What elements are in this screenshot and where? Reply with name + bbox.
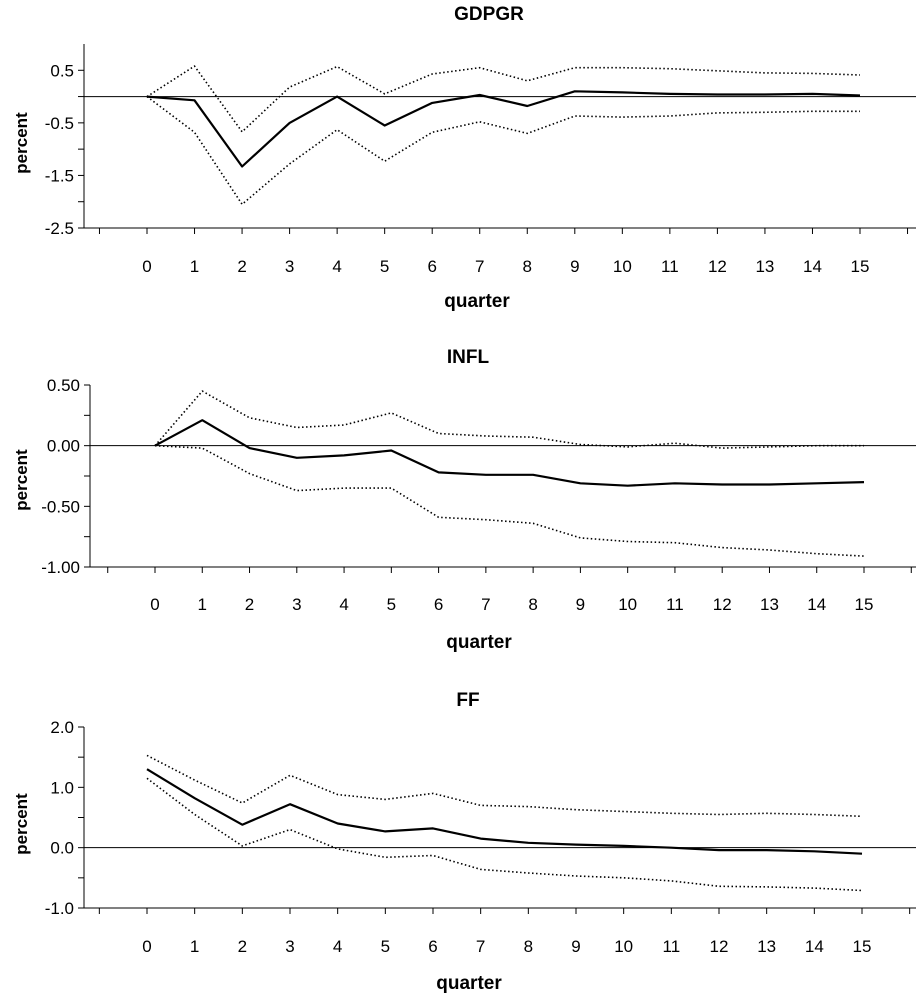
infl-x-tick-label: 4	[339, 595, 348, 614]
gdpgr-x-tick-label: 12	[708, 257, 727, 276]
ff-y-tick-label: 0.0	[50, 839, 74, 858]
gdpgr-chart-title: GDPGR	[454, 4, 524, 25]
gdpgr-x-tick-label: 6	[427, 257, 436, 276]
gdpgr-y-tick-label: 0.5	[50, 61, 74, 80]
infl-panel: INFL percent quarter 0.50 0.00 -0.50 -1.00 0…	[12, 347, 916, 653]
ff-x-axis-label: quarter	[436, 973, 502, 994]
infl-x-tick-label: 14	[807, 595, 826, 614]
ff-plot-area: 2.01.00.0-1.00 1 2 3 4 5 6 7 8 9 10 11 12 13 14 15	[45, 718, 916, 956]
ff-y-tick-label: -1.0	[45, 899, 74, 918]
infl-x-tick-label: 5	[387, 595, 396, 614]
infl-x-axis-label: quarter	[446, 632, 512, 653]
gdpgr-x-tick-label: 2	[237, 257, 246, 276]
gdpgr-y-tick-label: -1.5	[45, 166, 74, 185]
ff-x-tick-label: 6	[428, 937, 437, 956]
infl-y-tick-label: 0.50	[47, 376, 80, 395]
ff-x-tick-label: 5	[381, 937, 390, 956]
ff-x-tick-label: 13	[757, 937, 776, 956]
infl-x-tick-label: 10	[618, 595, 637, 614]
ff-x-tick-label: 9	[571, 937, 580, 956]
gdpgr-x-tick-label: 8	[523, 257, 532, 276]
ff-x-tick-label: 10	[614, 937, 633, 956]
ff-x-tick-label: 14	[805, 937, 824, 956]
gdpgr-y-tick-label: -2.5	[45, 219, 74, 238]
ff-x-tick-label: 7	[476, 937, 485, 956]
ff-x-tick-label: 12	[710, 937, 729, 956]
gdpgr-response-line	[146, 90, 861, 168]
infl-y-tick-label: -0.50	[41, 497, 80, 516]
ff-x-tick-label: 2	[238, 937, 247, 956]
gdpgr-x-tick-label: 7	[475, 257, 484, 276]
gdpgr-confidence-band-line-2	[146, 95, 860, 206]
gdpgr-x-tick-label: 9	[570, 257, 579, 276]
ff-y-tick-label: 2.0	[50, 718, 74, 737]
ff-x-tick-label: 0	[142, 937, 151, 956]
ff-panel: FF percent quarter 2.01.00.0-1.00 1 2 3 4 5 6 7…	[12, 690, 916, 994]
infl-x-tick-label: 0	[150, 595, 159, 614]
gdpgr-x-axis-label: quarter	[444, 291, 510, 312]
gdpgr-y-axis-label: percent	[12, 112, 31, 174]
ff-x-tick-label: 11	[663, 937, 681, 956]
ff-y-axis-label: percent	[12, 793, 31, 855]
infl-confidence-band-line-1	[154, 390, 864, 449]
ff-confidence-band-line-2	[146, 777, 863, 892]
infl-x-tick-label: 7	[481, 595, 490, 614]
infl-x-tick-label: 6	[434, 595, 443, 614]
gdpgr-confidence-band-line-1	[146, 65, 861, 133]
infl-x-tick-label: 15	[855, 595, 874, 614]
gdpgr-x-tick-label: 13	[755, 257, 774, 276]
ff-x-tick-label: 4	[333, 937, 342, 956]
infl-x-tick-label: 11	[666, 595, 684, 614]
ff-chart-title: FF	[456, 690, 479, 711]
gdpgr-x-tick-label: 5	[380, 257, 389, 276]
ff-confidence-band-line-1	[146, 754, 863, 818]
gdpgr-panel: GDPGR percent quarter 0.5-0.5-1.5-2.50 1 2…	[12, 4, 916, 312]
infl-y-axis-label: percent	[12, 449, 31, 511]
infl-y-tick-label: 0.00	[47, 437, 80, 456]
ff-y-tick-label: 1.0	[50, 778, 74, 797]
infl-response-line	[154, 419, 865, 487]
ff-x-tick-label: 15	[853, 937, 872, 956]
infl-x-tick-label: 13	[760, 595, 779, 614]
infl-plot-area: 0.500.00-0.50-1.000 1 2 3 4 5 6 7 8 9 10 11 12 13 14 15	[41, 376, 916, 614]
gdpgr-x-tick-label: 11	[661, 257, 679, 276]
gdpgr-x-tick-label: 3	[285, 257, 294, 276]
infl-y-tick-label: -1.00	[41, 558, 80, 577]
ff-x-tick-label: 8	[524, 937, 533, 956]
infl-x-tick-label: 8	[528, 595, 537, 614]
gdpgr-plot-area: 0.5-0.5-1.5-2.50 1 2 3 4 5 6 7 8 9 10 11 12 13 14 15	[45, 44, 916, 276]
infl-x-tick-label: 12	[713, 595, 732, 614]
ff-x-tick-label: 1	[190, 937, 199, 956]
gdpgr-x-tick-label: 14	[803, 257, 822, 276]
gdpgr-x-tick-label: 15	[851, 257, 870, 276]
infl-x-tick-label: 9	[576, 595, 585, 614]
gdpgr-x-tick-label: 1	[190, 257, 199, 276]
ff-response-line	[146, 768, 863, 855]
infl-chart-title: INFL	[447, 347, 490, 368]
gdpgr-x-tick-label: 0	[142, 257, 151, 276]
infl-x-tick-label: 2	[245, 595, 254, 614]
gdpgr-x-tick-label: 10	[613, 257, 632, 276]
infl-x-tick-label: 1	[198, 595, 207, 614]
infl-x-tick-label: 3	[292, 595, 301, 614]
gdpgr-y-tick-label: -0.5	[45, 114, 74, 133]
gdpgr-x-tick-label: 4	[332, 257, 341, 276]
ff-x-tick-label: 3	[285, 937, 294, 956]
infl-confidence-band-line-2	[154, 444, 865, 557]
